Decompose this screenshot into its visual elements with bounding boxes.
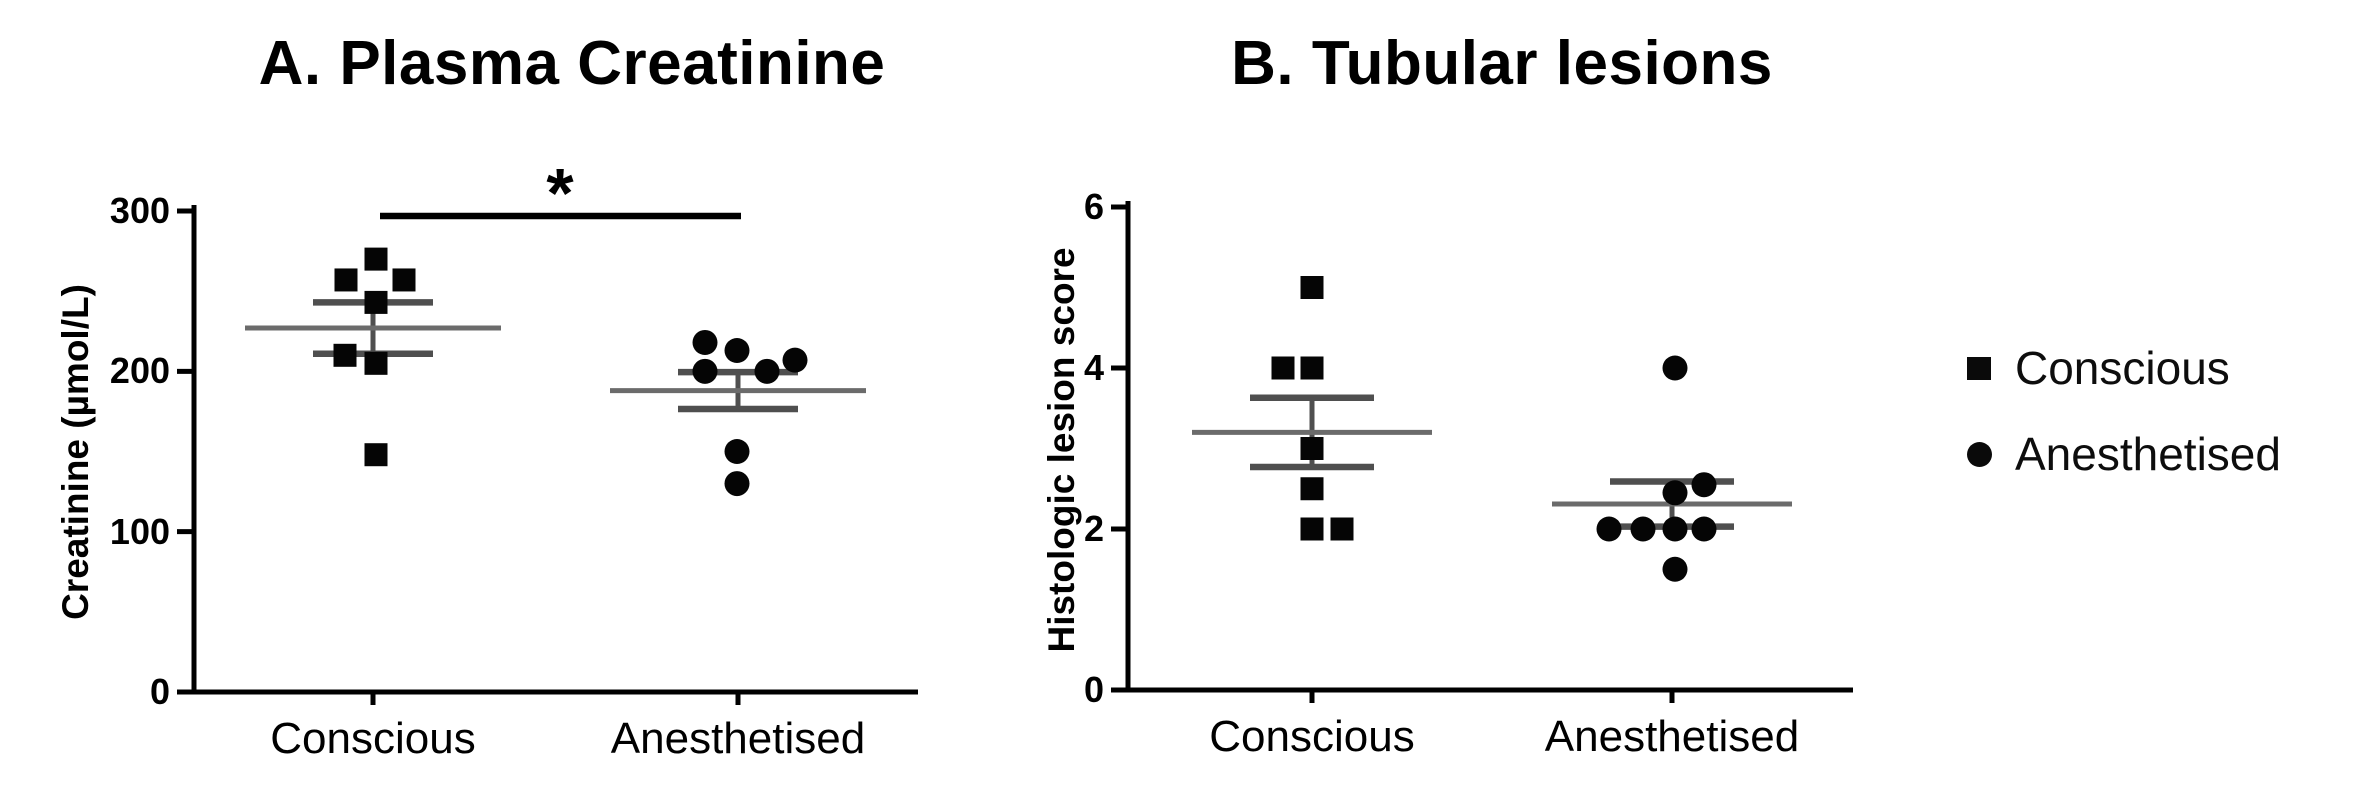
- y-tick-label-A: 0: [149, 671, 170, 712]
- square-marker-icon: [1967, 356, 1991, 380]
- data-point-circle: [1662, 516, 1688, 542]
- y-tick-label-B: 0: [1083, 669, 1104, 710]
- data-point-circle: [1691, 472, 1717, 498]
- x-category-label-A: Anesthetised: [610, 714, 866, 763]
- x-category-label-B: Anesthetised: [1544, 712, 1800, 761]
- data-point-square: [1300, 437, 1324, 460]
- data-point-square: [333, 343, 357, 367]
- x-category-label-B: Conscious: [1209, 712, 1415, 761]
- data-point-circle: [692, 329, 718, 355]
- data-point-circle: [692, 358, 718, 384]
- data-point-circle: [1596, 516, 1622, 542]
- data-point-square: [364, 247, 388, 271]
- data-point-circle: [724, 471, 750, 497]
- y-tick-label-A: 100: [109, 510, 170, 552]
- y-tick-label-B: 2: [1083, 508, 1104, 549]
- data-point-circle: [1630, 516, 1656, 542]
- data-point-circle: [754, 358, 780, 384]
- data-point-circle: [1691, 516, 1717, 542]
- data-point-square: [1300, 477, 1324, 501]
- legend-label-anesthetised: Anesthetised: [2015, 428, 2281, 480]
- data-point-square: [392, 268, 416, 292]
- significance-asterisk: *: [546, 154, 574, 232]
- panel-b-title: B. Tubular lesions: [1231, 29, 1773, 98]
- data-point-square: [334, 268, 358, 292]
- data-point-square: [1300, 276, 1324, 299]
- data-point-square: [1300, 356, 1324, 380]
- legend-item-anesthetised: Anesthetised: [1967, 428, 2281, 480]
- data-point-circle: [724, 439, 750, 465]
- y-tick-label-B: 6: [1083, 186, 1104, 227]
- panel-b-y-axis-label: Histologic lesion score: [1041, 247, 1082, 653]
- panel-a-y-axis-label: Creatinine (µmol/L): [55, 284, 96, 620]
- legend-label-conscious: Conscious: [2015, 342, 2230, 394]
- panel-a-title: A. Plasma Creatinine: [258, 29, 886, 98]
- data-point-square: [1300, 517, 1324, 541]
- data-point-circle: [1662, 556, 1688, 582]
- y-tick-label-B: 4: [1083, 347, 1104, 388]
- x-category-label-A: Conscious: [270, 714, 476, 763]
- legend-item-conscious: Conscious: [1967, 342, 2281, 394]
- y-tick-label-A: 200: [109, 350, 170, 392]
- data-point-circle: [724, 337, 750, 363]
- data-point-square: [364, 351, 388, 375]
- circle-marker-icon: [1967, 441, 1992, 467]
- y-tick-label-A: 300: [109, 190, 170, 231]
- data-point-square: [364, 443, 388, 467]
- data-point-circle: [782, 347, 808, 373]
- data-point-square: [1271, 356, 1295, 380]
- data-point-circle: [1662, 355, 1688, 381]
- data-point-square: [364, 290, 388, 314]
- legend: Conscious Anesthetised: [1967, 342, 2281, 514]
- data-point-square: [1330, 517, 1354, 541]
- data-point-circle: [1662, 480, 1688, 506]
